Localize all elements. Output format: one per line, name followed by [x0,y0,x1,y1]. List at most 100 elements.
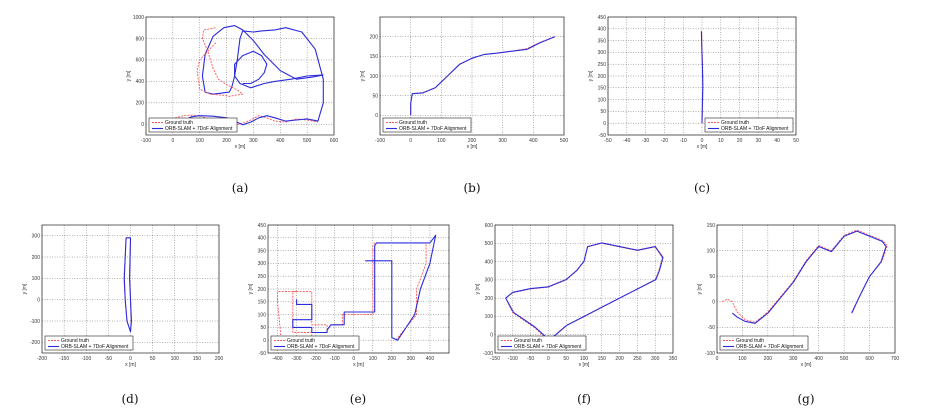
x-tick-label: -40 [623,138,630,144]
legend-label: Ground truth [514,338,542,344]
series-group [505,242,664,341]
x-tick-label: 500 [560,138,569,144]
x-tick-label: -150 [490,356,500,362]
ground-truth-line [196,27,244,97]
y-axis-label: y [m] [697,283,703,294]
y-tick-label: 0 [263,338,266,344]
subfigure-caption: (g) [797,392,814,406]
subfigure-caption: (d) [121,392,138,406]
x-tick-label: -100 [375,138,385,144]
x-tick-label: 700 [891,356,900,362]
legend-label: ORB-SLAM + 7DoF Alignment [399,126,467,132]
chart-panel-d: -200 -150 -100 -50 0 50 100 150 200 -200 -100 0 100 2… [22,224,223,406]
x-tick-label: 100 [196,138,205,144]
subfigure-caption: (f) [577,392,591,406]
y-tick-label: 250 [258,274,267,280]
x-tick-label: 50 [793,138,799,144]
x-tick-label: 10 [718,138,724,144]
x-tick-label: 300 [407,356,416,362]
plot-frame [494,224,674,354]
x-tick-label: 0 [547,356,550,362]
plot-frame [716,224,896,354]
estimate-line [123,237,132,333]
x-tick-label: 300 [498,138,507,144]
y-tick-label: -50 [708,325,715,331]
x-tick-label: 200 [764,356,773,362]
y-tick-label: 200 [258,287,267,293]
y-tick-label: 50 [260,325,266,331]
legend-label: ORB-SLAM + 7DoF Alignment [287,344,355,350]
y-tick-label: -200 [30,340,40,346]
y-tick-label: 150 [707,223,716,229]
legend-box [148,117,238,133]
x-tick-label: 500 [840,356,849,362]
y-tick-label: 200 [370,34,379,40]
y-tick-label: -50 [599,133,606,139]
y-tick-label: 100 [258,312,267,318]
chart-panel-f: -150 -100 -50 0 50 100 150 200 250 300 350-1000100… [475,223,677,406]
x-tick-label: 200 [468,138,477,144]
plot-frame [267,224,450,354]
x-tick-label: 100 [437,138,446,144]
y-tick-label: 200 [598,74,607,80]
x-tick-label: 200 [222,138,231,144]
x-tick-label: 300 [651,356,660,362]
y-tick-label: 350 [258,248,267,254]
series-group [123,237,132,333]
y-tick-label: 800 [136,36,145,42]
y-tick-label: 500 [485,241,494,247]
y-tick-label: 150 [598,86,607,92]
y-tick-label: 0 [37,297,40,303]
y-tick-label: 100 [32,276,41,282]
x-tick-label: 40 [774,138,780,144]
y-tick-label: 400 [258,236,267,242]
plot-frame [145,16,335,136]
legend-box [497,335,587,351]
y-tick-label: 450 [598,15,607,21]
y-tick-label: 200 [32,255,41,261]
x-tick-label: 50 [563,356,569,362]
plot-area [146,17,334,135]
y-tick-label: 0 [375,113,378,119]
x-tick-label: -400 [273,356,283,362]
x-tick-label: 400 [815,356,824,362]
y-tick-label: 300 [598,50,607,56]
plot-area [495,225,673,353]
legend-label: ORB-SLAM + 7DoF Alignment [61,344,129,350]
x-tick-label: 100 [171,356,180,362]
x-tick-label: 300 [789,356,798,362]
subfigure-caption: (e) [350,392,366,406]
y-tick-label: 50 [709,274,715,280]
x-tick-label: 500 [303,138,312,144]
estimate-line [700,31,704,124]
x-tick-label: 250 [633,356,642,362]
y-tick-label: 400 [485,259,494,265]
plot-frame [607,16,797,136]
x-tick-label: -50 [527,356,534,362]
y-tick-label: 100 [598,97,607,103]
y-axis-label: y [m] [360,70,366,81]
y-tick-label: 200 [485,296,494,302]
x-tick-label: 400 [529,138,538,144]
estimate-line [410,36,556,116]
legend-label: Ground truth [287,338,315,344]
plot-area [717,225,895,353]
y-tick-label: 300 [485,278,494,284]
estimate-line [292,234,437,341]
x-tick-label: 150 [598,356,607,362]
x-tick-label: -150 [59,356,69,362]
subfigure-caption: (a) [232,181,249,195]
y-tick-label: 600 [136,58,145,64]
y-axis-label: y [m] [248,283,254,294]
x-tick-label: 600 [330,138,339,144]
x-tick-label: -100 [81,356,91,362]
subfigure-caption: (b) [463,181,480,195]
plot-frame [41,224,220,354]
x-tick-label: 350 [669,356,678,362]
x-tick-label: 100 [369,356,378,362]
legend-box [382,117,472,133]
